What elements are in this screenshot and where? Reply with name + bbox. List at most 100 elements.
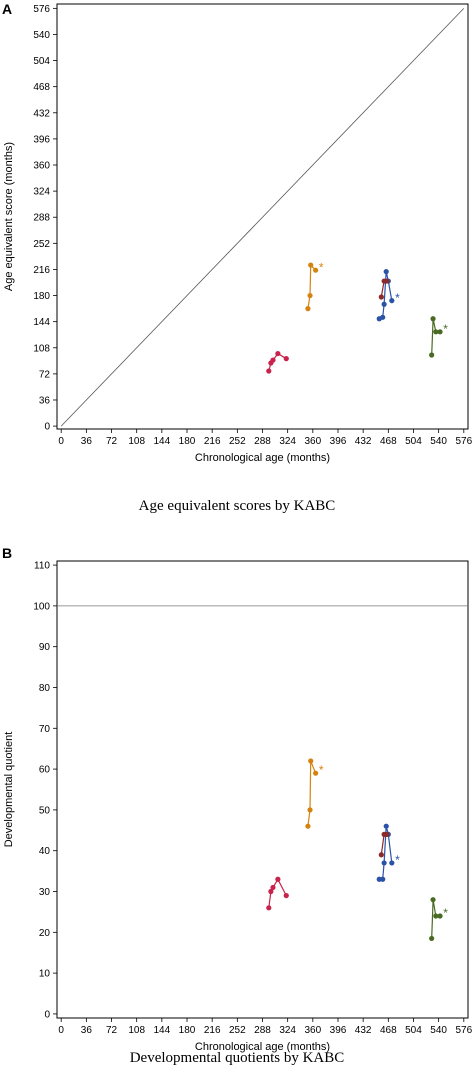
chart1-x-tick-label: 288 [254, 1025, 271, 1036]
chart0-x-tick-label: 252 [229, 436, 246, 447]
chart0-y-tick-label: 180 [33, 291, 50, 302]
chart0-x-tick-label: 288 [254, 436, 271, 447]
chart1-y-tick-label: 10 [39, 969, 51, 980]
chart1-x-tick-label: 36 [81, 1025, 93, 1036]
chart1-series-0-point [268, 888, 274, 895]
chart0-x-tick-label: 72 [106, 436, 118, 447]
chart1-series-3-point [384, 831, 390, 837]
chart1-x-tick-label: 252 [229, 1025, 246, 1036]
chart0-series-1-point [308, 262, 314, 268]
chart1-x-tick-label: 432 [355, 1025, 372, 1036]
chart0-series-1-line [307, 263, 317, 309]
chart1-series-2-point [381, 860, 387, 866]
chart1-x-tick-label: 108 [128, 1025, 145, 1036]
chart1-y-tick-label: 70 [39, 724, 51, 735]
chart1-series-1-point [313, 770, 319, 776]
chart0-series-2-point [389, 298, 395, 304]
chart1-y-tick-label: 110 [34, 561, 50, 572]
panel-b-letter: B [2, 545, 12, 561]
chart0-x-tick-label: 180 [179, 436, 196, 447]
chart0-x-tick-label: 468 [380, 436, 397, 447]
chart0-series-0-point [266, 368, 272, 374]
chart0-x-tick-label: 432 [355, 436, 372, 447]
chart1-x-tick-label: 0 [58, 1025, 64, 1036]
chart0-x-tick-label: 108 [128, 436, 145, 447]
chart-age-equivalent: 0 36 72 108 144 180 216 252 288 324 360 396 432 468 50… [3, 3, 473, 464]
chart1-y-tick-label: 90 [39, 642, 51, 653]
chart0-y-tick-label: 324 [33, 187, 50, 198]
chart1-series-2-point [380, 876, 386, 882]
chart0-y-tick-label: 0 [44, 422, 50, 433]
chart0-series-3-point [378, 294, 384, 300]
chart1-x-tick-label: 396 [330, 1025, 347, 1036]
chart1-series-4-point [437, 913, 443, 919]
chart0-x-tick-label: 576 [455, 436, 472, 447]
chart0-x-tick-label: 144 [154, 436, 171, 447]
chart0-series-4-point [433, 329, 439, 335]
chart0-x-tick-label: 36 [81, 436, 93, 447]
chart0-series-2-star-marker: * [395, 291, 400, 305]
chart0-series-4-point [437, 329, 443, 335]
chart0-series-4-point [429, 352, 435, 358]
chart1-series-1-point [305, 823, 311, 829]
chart1-y-tick-label: 30 [39, 887, 51, 898]
chart1-y-tick-label: 80 [39, 683, 51, 694]
chart1-x-axis-label: Chronological age (months) [195, 1041, 330, 1053]
chart0-x-tick-label: 360 [304, 436, 321, 447]
chart1-series-4-point [433, 913, 439, 919]
chart1-y-tick-label: 60 [39, 765, 51, 776]
chart1-x-tick-label: 576 [455, 1025, 472, 1036]
chart1-x-tick-label: 468 [380, 1025, 397, 1036]
chart0-series-4-star-marker: * [443, 322, 448, 336]
chart0-series-0-point [283, 356, 289, 362]
panel-a-letter: A [2, 1, 12, 17]
chart0-y-tick-label: 108 [33, 343, 50, 354]
chart0-x-tick-label: 540 [430, 436, 447, 447]
caption-age-equivalent: Age equivalent scores by KABC [139, 498, 336, 514]
chart0-series-0-point [270, 357, 276, 363]
chart1-x-tick-label: 72 [106, 1025, 118, 1036]
chart0-y-tick-label: 360 [33, 161, 50, 172]
chart1-series-0-point [270, 884, 276, 891]
chart0-y-tick-label: 396 [33, 134, 50, 145]
chart1-series-1-point [308, 758, 314, 764]
chart1-series-0-point [283, 892, 289, 899]
chart1-x-tick-label: 180 [179, 1025, 196, 1036]
chart0-y-tick-label: 216 [33, 265, 50, 276]
chart0-identity-line [60, 8, 465, 427]
chart1-series-3-point [378, 852, 384, 858]
chart0-y-axis-label: Age equivalent score (months) [3, 142, 15, 291]
chart0-series-2-point [380, 314, 386, 320]
chart1-y-tick-label: 0 [44, 1009, 50, 1020]
chart1-series-2-star-marker: * [395, 853, 400, 867]
chart1-series-4-star-marker: * [443, 906, 448, 920]
chart1-y-tick-label: 20 [39, 928, 51, 939]
chart0-series-4-line [431, 318, 440, 356]
chart0-y-tick-label: 576 [33, 4, 50, 15]
chart1-x-tick-label: 144 [154, 1025, 171, 1036]
chart1-x-tick-label: 540 [430, 1025, 447, 1036]
chart0-x-axis-label: Chronological age (months) [195, 452, 330, 464]
chart0-x-tick-label: 216 [204, 436, 221, 447]
chart0-series-1-point [305, 306, 311, 312]
chart0-y-tick-label: 72 [39, 369, 51, 380]
chart1-y-tick-label: 100 [33, 601, 50, 612]
chart0-series-4-point [430, 316, 436, 322]
chart0-series-1-star-marker: * [319, 261, 324, 275]
chart0-y-tick-label: 468 [33, 82, 50, 93]
chart0-series-3-point [384, 278, 390, 284]
chart0-series-1-point [313, 267, 319, 273]
chart1-x-tick-label: 504 [405, 1025, 422, 1036]
chart0-y-tick-label: 252 [33, 239, 50, 250]
chart1-series-0-point [266, 905, 272, 911]
chart1-y-tick-label: 40 [39, 846, 51, 857]
chart1-x-tick-label: 324 [279, 1025, 296, 1036]
chart1-series-1-star-marker: * [319, 763, 324, 777]
chart0-y-tick-label: 540 [33, 30, 50, 41]
chart1-series-0-point [275, 876, 281, 882]
chart1-y-tick-label: 50 [39, 805, 51, 816]
chart0-series-0-point [275, 350, 281, 357]
chart-developmental-quotient: 0 36 72 108 144 180 216 252 288 324 360 396 432 468 50… [3, 560, 473, 1053]
chart1-series-4-point [430, 897, 436, 903]
